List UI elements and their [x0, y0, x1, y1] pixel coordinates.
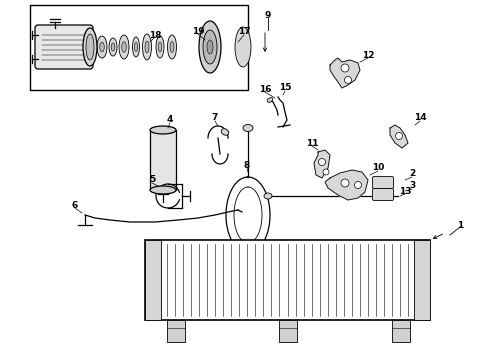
Text: 9: 9: [265, 10, 271, 19]
Ellipse shape: [109, 38, 117, 56]
Circle shape: [354, 181, 362, 189]
FancyBboxPatch shape: [372, 176, 393, 189]
Text: 4: 4: [167, 116, 173, 125]
FancyBboxPatch shape: [35, 25, 93, 69]
Ellipse shape: [150, 186, 176, 194]
Bar: [145, 240, 430, 320]
Text: 8: 8: [244, 161, 250, 170]
Ellipse shape: [111, 43, 115, 51]
Ellipse shape: [199, 21, 221, 73]
Text: 2: 2: [409, 170, 415, 179]
Text: 5: 5: [149, 175, 155, 184]
Text: 18: 18: [149, 31, 161, 40]
Bar: [145, 240, 161, 320]
Ellipse shape: [158, 42, 162, 52]
Text: 13: 13: [399, 188, 411, 197]
Ellipse shape: [97, 36, 107, 58]
Ellipse shape: [132, 37, 140, 57]
Polygon shape: [330, 58, 360, 88]
Ellipse shape: [122, 42, 126, 53]
Ellipse shape: [235, 27, 251, 67]
Ellipse shape: [168, 35, 176, 59]
Text: 3: 3: [409, 181, 415, 190]
Circle shape: [341, 179, 349, 187]
Text: 1: 1: [457, 220, 463, 230]
Bar: [150, 130, 176, 190]
Text: 16: 16: [259, 85, 271, 94]
Ellipse shape: [150, 126, 176, 134]
Text: 14: 14: [414, 113, 426, 122]
Bar: [279, 320, 297, 342]
Circle shape: [323, 169, 329, 175]
Ellipse shape: [143, 34, 151, 60]
Ellipse shape: [100, 42, 104, 52]
Ellipse shape: [83, 28, 97, 66]
Ellipse shape: [170, 42, 174, 53]
Polygon shape: [390, 125, 408, 148]
Ellipse shape: [145, 41, 149, 53]
Text: 17: 17: [238, 27, 250, 36]
Ellipse shape: [243, 125, 253, 131]
Ellipse shape: [264, 193, 272, 199]
Ellipse shape: [119, 35, 129, 59]
Ellipse shape: [267, 98, 273, 102]
Circle shape: [344, 77, 351, 84]
Ellipse shape: [86, 34, 94, 60]
Bar: [414, 240, 430, 320]
Bar: [30, 5, 248, 90]
Polygon shape: [314, 150, 330, 178]
Text: 12: 12: [362, 50, 374, 59]
Circle shape: [341, 64, 349, 72]
Circle shape: [318, 158, 325, 166]
FancyBboxPatch shape: [372, 189, 393, 201]
Ellipse shape: [221, 129, 229, 135]
Bar: [167, 320, 185, 342]
Ellipse shape: [156, 36, 164, 58]
Text: 7: 7: [212, 113, 218, 122]
Text: 6: 6: [72, 201, 78, 210]
Ellipse shape: [207, 40, 213, 54]
Ellipse shape: [203, 30, 217, 64]
Text: 11: 11: [306, 139, 318, 148]
Text: 10: 10: [372, 163, 384, 172]
Polygon shape: [325, 170, 368, 200]
Ellipse shape: [134, 42, 138, 51]
Text: 15: 15: [279, 84, 291, 93]
Bar: [392, 320, 410, 342]
Text: 19: 19: [192, 27, 204, 36]
Circle shape: [395, 132, 402, 139]
